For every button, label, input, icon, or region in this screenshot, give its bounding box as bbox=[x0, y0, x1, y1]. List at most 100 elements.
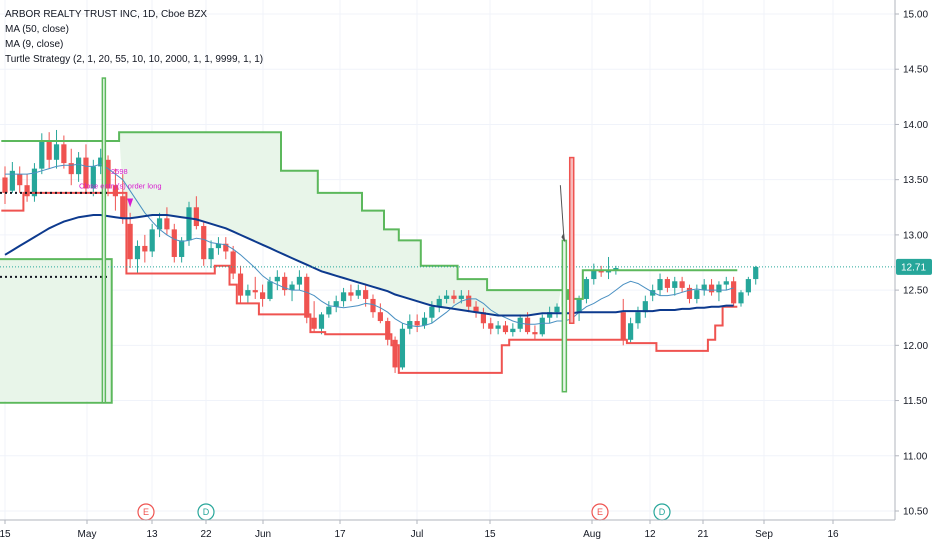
signal-arrowhead bbox=[561, 232, 566, 243]
candle-body bbox=[186, 207, 192, 241]
candle-body bbox=[260, 292, 266, 299]
signals: 2598 Close entry(s) order long bbox=[79, 77, 575, 404]
candle-body bbox=[237, 273, 244, 296]
candle-body bbox=[326, 306, 332, 315]
candle-body bbox=[230, 251, 236, 274]
x-axis: 15 May 13 22 Jun 17 Jul 15 Aug 12 21 Sep 16 bbox=[0, 520, 839, 540]
candle-body bbox=[605, 270, 612, 273]
lower-channel-line bbox=[1, 191, 738, 374]
y-tick-label: 14.50 bbox=[903, 65, 928, 76]
candle-body bbox=[245, 290, 251, 296]
x-tick-label: 12 bbox=[644, 529, 656, 540]
event-letter: D bbox=[659, 507, 666, 517]
indicator-lines bbox=[0, 131, 895, 374]
x-tick-label: Aug bbox=[583, 529, 601, 540]
candle-body bbox=[672, 281, 678, 288]
candle-body bbox=[156, 218, 163, 230]
candle-body bbox=[686, 287, 693, 299]
candle-body bbox=[429, 306, 435, 318]
y-tick-label: 13.50 bbox=[903, 175, 928, 186]
y-tick-label: 15.00 bbox=[903, 10, 928, 21]
candle-body bbox=[282, 276, 288, 291]
candle-body bbox=[385, 321, 391, 340]
candle-body bbox=[9, 170, 15, 191]
candle-body bbox=[613, 268, 619, 271]
candle-body bbox=[134, 245, 141, 260]
entry-bar bbox=[101, 77, 107, 404]
legend-ma50[interactable]: MA (50, close) bbox=[5, 24, 69, 35]
candle-body bbox=[318, 314, 325, 329]
event-letter: D bbox=[203, 507, 210, 517]
candle-body bbox=[208, 248, 214, 260]
y-tick-label: 11.00 bbox=[903, 451, 928, 462]
candle-body bbox=[377, 312, 383, 322]
candle-body bbox=[61, 144, 67, 164]
candle-body bbox=[39, 141, 45, 169]
candle-body bbox=[120, 196, 126, 219]
candle-body bbox=[657, 279, 663, 291]
candle-body bbox=[274, 276, 280, 282]
candle-body bbox=[223, 243, 229, 252]
candle-body bbox=[215, 243, 222, 249]
signal-arrow bbox=[559, 185, 565, 238]
entry-signal-label: 2598 bbox=[111, 167, 128, 176]
candle-body bbox=[591, 270, 597, 280]
ma50-line bbox=[4, 214, 734, 317]
candle-body bbox=[193, 207, 199, 227]
candle-body bbox=[664, 279, 670, 288]
candle-body bbox=[444, 295, 450, 299]
x-tick-label: 15 bbox=[484, 529, 496, 540]
channel-fill-area bbox=[119, 132, 561, 316]
legend-title[interactable]: ARBOR REALTY TRUST INC, 1D, Cboe BZX bbox=[5, 9, 208, 20]
candle-body bbox=[708, 284, 715, 293]
x-tick-label: Sep bbox=[755, 529, 773, 540]
x-tick-label: 22 bbox=[200, 529, 212, 540]
candle-body bbox=[488, 323, 494, 329]
candle-body bbox=[414, 321, 420, 326]
channel-fill-left bbox=[0, 259, 112, 401]
candle-body bbox=[90, 166, 96, 189]
candle-body bbox=[304, 276, 310, 318]
y-tick-label: 12.00 bbox=[903, 341, 928, 352]
ma9-line bbox=[5, 163, 734, 328]
event-letter: E bbox=[597, 507, 603, 517]
last-price-badge bbox=[896, 258, 932, 275]
x-tick-label: 16 bbox=[827, 529, 839, 540]
candle-body bbox=[502, 325, 509, 333]
x-tick-label: 21 bbox=[697, 529, 709, 540]
exit-signal-arrow bbox=[127, 198, 134, 208]
candle-body bbox=[267, 281, 273, 299]
candle-body bbox=[340, 292, 347, 302]
y-tick-label: 14.00 bbox=[903, 120, 928, 131]
legend-turtle[interactable]: Turtle Strategy (2, 1, 20, 55, 10, 10, 2… bbox=[5, 54, 264, 65]
candle-body bbox=[98, 157, 104, 167]
candle-body bbox=[31, 168, 38, 197]
upper-channel-line bbox=[1, 131, 738, 300]
candle-body bbox=[701, 284, 707, 291]
candle-body bbox=[510, 328, 516, 333]
candle-body bbox=[76, 157, 82, 175]
candle-body bbox=[53, 144, 60, 160]
candle-body bbox=[753, 266, 759, 280]
candle-body bbox=[289, 284, 295, 291]
candle-body bbox=[598, 270, 604, 273]
candle-body bbox=[112, 185, 118, 197]
candle-body bbox=[17, 174, 23, 186]
y-tick-label: 10.50 bbox=[903, 507, 928, 518]
candle-body bbox=[421, 317, 428, 326]
legend-ma9[interactable]: MA (9, close) bbox=[5, 39, 64, 50]
last-price-label: 12.71 bbox=[901, 262, 926, 273]
channel-fill bbox=[0, 132, 561, 404]
signal-bar-green bbox=[561, 239, 568, 393]
candle-body bbox=[2, 177, 8, 193]
candle-body bbox=[583, 279, 590, 299]
candle-body bbox=[252, 290, 258, 293]
candle-body bbox=[620, 312, 626, 340]
candle-body bbox=[436, 298, 442, 307]
candle-body bbox=[24, 185, 30, 197]
candle-body bbox=[679, 281, 685, 288]
candle-body bbox=[480, 312, 486, 324]
candle-body bbox=[370, 298, 376, 313]
